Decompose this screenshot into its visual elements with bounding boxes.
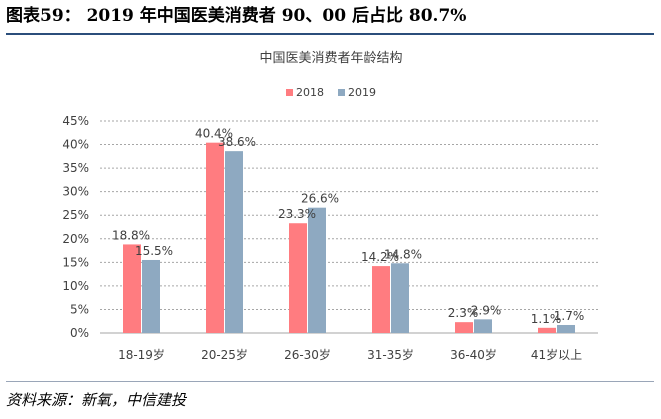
data-label: 40.4%: [195, 127, 233, 141]
data-label: 26.6%: [301, 192, 339, 206]
legend-swatch-2018: [286, 89, 293, 96]
source-note: 资料来源：新氧，中信建投: [6, 391, 187, 409]
bar-2019-0: [142, 259, 160, 333]
data-label: 1.7%: [554, 309, 585, 323]
data-label: 2.3%: [448, 306, 479, 320]
y-tick-label: 30%: [62, 185, 89, 199]
bar-2019-1: [225, 151, 243, 333]
y-tick-label: 25%: [62, 208, 89, 222]
data-label: 2.9%: [471, 303, 502, 317]
y-tick-label: 45%: [62, 114, 89, 128]
bar-2018-3: [372, 266, 390, 333]
x-tick-label: 20-25岁: [201, 347, 248, 362]
x-tick-label: 26-30岁: [284, 347, 331, 362]
x-tick-label: 36-40岁: [450, 347, 497, 362]
x-axis: 18-19岁 20-25岁 26-30岁 31-35岁 36-40岁 41岁以上: [118, 347, 582, 362]
legend-swatch-2019: [338, 89, 345, 96]
data-labels: 18.8% 15.5% 40.4%38.6% 23.3%26.6% 14.2%14.8%…: [112, 127, 584, 326]
y-tick-label: 5%: [70, 302, 89, 316]
bar-2019-4: [474, 319, 492, 333]
y-tick-label: 40%: [62, 138, 89, 152]
source-rule: [6, 381, 654, 382]
y-tick-label: 35%: [62, 161, 89, 175]
heading-rule: [6, 33, 654, 35]
x-tick-label: 18-19岁: [118, 347, 165, 362]
y-tick-label: 10%: [62, 279, 89, 293]
data-label: 14.8%: [384, 247, 422, 261]
legend: 2018 2019: [286, 86, 376, 99]
y-tick-label: 15%: [62, 255, 89, 269]
x-tick-label: 41岁以上: [531, 347, 582, 362]
bars: [123, 142, 575, 333]
legend-label: 2019: [348, 86, 376, 99]
data-label: 1.1%: [531, 312, 562, 326]
legend-label: 2018: [296, 86, 324, 99]
figure-heading: 图表59： 2019 年中国医美消费者 90、00 后占比 80.7%: [6, 6, 467, 26]
x-tick-label: 31-35岁: [367, 347, 414, 362]
bar-2019-2: [308, 207, 326, 333]
bar-2019-3: [391, 263, 409, 333]
y-tick-label: 0%: [70, 326, 89, 340]
y-axis: 0% 5% 10% 15% 20% 25% 30% 35% 40% 45%: [62, 114, 89, 340]
data-label: 38.6%: [218, 135, 256, 149]
bar-2018-4: [455, 322, 473, 333]
bar-2018-1: [206, 142, 224, 333]
data-label: 18.8%: [112, 228, 150, 242]
chart-title: 中国医美消费者年龄结构: [259, 51, 402, 66]
bar-2018-0: [123, 244, 141, 333]
data-label: 14.2%: [361, 250, 399, 264]
bar-chart: 中国医美消费者年龄结构 2018 2019 0% 5% 10% 15% 20% 25% 30%…: [62, 51, 598, 362]
bar-2018-5: [538, 327, 556, 333]
bar-2018-2: [289, 223, 307, 333]
data-label: 15.5%: [135, 244, 173, 258]
y-tick-label: 20%: [62, 232, 89, 246]
data-label: 23.3%: [278, 207, 316, 221]
gridlines: [100, 120, 598, 334]
bar-2019-5: [557, 324, 575, 333]
